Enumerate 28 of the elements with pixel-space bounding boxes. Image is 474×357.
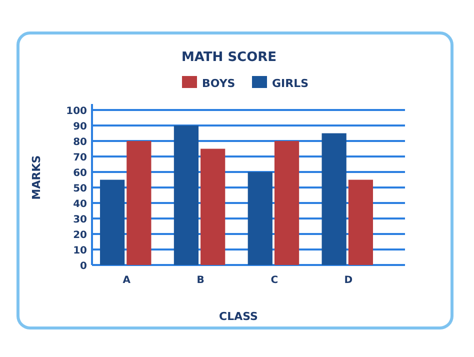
x-tick-label: B xyxy=(196,275,204,286)
y-tick-label: 50 xyxy=(73,184,88,194)
bar xyxy=(274,141,300,265)
y-tick-label: 40 xyxy=(73,199,88,210)
x-tick-label: A xyxy=(122,275,131,286)
y-tick-label: 0 xyxy=(80,261,88,272)
bar xyxy=(248,172,272,265)
x-tick-label: D xyxy=(344,275,353,286)
x-tick-label: C xyxy=(270,275,278,286)
bar xyxy=(100,180,125,265)
y-tick-label: 30 xyxy=(73,214,88,226)
y-tick-label: 70 xyxy=(73,152,88,164)
y-tick-label: 10 xyxy=(73,246,88,256)
bar xyxy=(322,133,346,265)
y-tick-label: 60 xyxy=(73,168,88,179)
legend-label: BOYS xyxy=(202,77,236,90)
y-tick-label: 20 xyxy=(73,230,88,241)
y-tick-label: 80 xyxy=(73,137,88,148)
chart-title: MATH SCORE xyxy=(181,50,277,65)
bar xyxy=(174,126,199,265)
bar xyxy=(126,141,152,265)
y-tick-label: 90 xyxy=(73,122,88,132)
y-tick-label: 100 xyxy=(66,106,88,117)
bar xyxy=(348,180,373,265)
y-axis-title: MARKS xyxy=(30,155,43,200)
bar xyxy=(200,148,226,265)
x-axis-title: CLASS xyxy=(219,310,258,323)
legend-label: GIRLS xyxy=(272,77,309,90)
